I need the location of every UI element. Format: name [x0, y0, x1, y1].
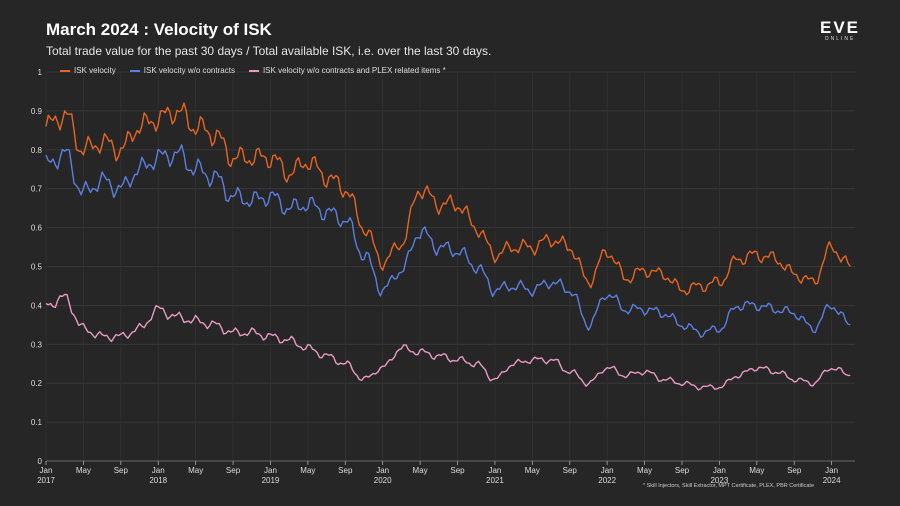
y-tick-label: 0.7 — [31, 185, 43, 194]
x-tick-label: 2022 — [598, 476, 616, 485]
legend-label: ISK velocity w/o contracts and PLEX rela… — [262, 66, 446, 75]
x-tick-label: May — [188, 466, 203, 475]
series-line-0 — [45, 102, 851, 296]
y-tick-label: 0.8 — [31, 146, 43, 155]
y-tick-label: 1 — [38, 68, 43, 77]
y-tick-label: 0.1 — [31, 418, 43, 427]
x-tick-label: Sep — [114, 466, 129, 475]
x-tick-label: 2024 — [823, 476, 841, 485]
x-tick-label: Jan — [376, 466, 389, 475]
legend-item-isk-velocity: ISK velocity — [60, 66, 116, 75]
chart-subtitle: Total trade value for the past 30 days /… — [46, 44, 492, 58]
x-tick-label: May — [525, 466, 540, 475]
x-tick-label: Sep — [787, 466, 802, 475]
y-tick-label: 0.3 — [31, 340, 43, 349]
legend-swatch — [129, 69, 140, 72]
x-tick-label: 2017 — [37, 476, 55, 485]
x-tick-label: May — [749, 466, 764, 475]
x-tick-label: May — [637, 466, 652, 475]
series-line-2 — [45, 293, 851, 391]
x-tick-label: Jan — [264, 466, 277, 475]
footnote: * Skill Injectors, Skill Extractor, MPT … — [642, 483, 814, 489]
x-tick-label: 2023 — [710, 476, 728, 485]
x-tick-label: Sep — [450, 466, 465, 475]
x-tick-label: Jan — [713, 466, 726, 475]
x-tick-label: 2020 — [374, 476, 392, 485]
series-line-1 — [45, 144, 851, 338]
logo-sub: ONLINE — [824, 36, 856, 42]
x-tick-label: Sep — [675, 466, 690, 475]
x-tick-label: May — [76, 466, 91, 475]
y-tick-label: 0.6 — [31, 224, 43, 233]
x-tick-label: Jan — [152, 466, 165, 475]
eve-online-logo: EVE ONLINE — [814, 18, 866, 42]
legend-swatch — [248, 69, 259, 72]
legend-item-without-contracts: ISK velocity w/o contracts — [129, 66, 235, 75]
x-tick-label: May — [300, 466, 315, 475]
y-axis-ticks: 0 0.1 0.2 0.3 0.4 0.5 0.6 0.7 0.8 0.9 1 — [31, 68, 43, 466]
legend-label: ISK velocity — [74, 66, 116, 75]
x-tick-label: Sep — [338, 466, 353, 475]
y-tick-label: 0.2 — [31, 379, 43, 388]
chart-title: March 2024 : Velocity of ISK — [46, 20, 272, 39]
x-tick-label: Sep — [563, 466, 578, 475]
legend-label: ISK velocity w/o contracts — [143, 66, 235, 75]
x-tick-label: Jan — [488, 466, 501, 475]
chart-legend: ISK velocity ISK velocity w/o contracts … — [60, 66, 446, 75]
x-tick-label: Jan — [825, 466, 838, 475]
logo-word: EVE — [819, 18, 861, 37]
x-tick-label: 2018 — [149, 476, 167, 485]
x-tick-label: Jan — [40, 466, 53, 475]
x-tick-label: Sep — [226, 466, 241, 475]
y-tick-label: 0.5 — [31, 263, 43, 272]
legend-swatch — [60, 69, 70, 72]
grid-lines — [45, 71, 855, 462]
y-tick-label: 0 — [38, 457, 43, 466]
y-tick-label: 0.9 — [31, 107, 43, 116]
series-lines — [45, 102, 851, 391]
legend-item-without-plex: ISK velocity w/o contracts and PLEX rela… — [248, 66, 446, 75]
x-tick-label: 2019 — [262, 476, 280, 485]
x-tick-label: May — [413, 466, 428, 475]
x-tick-label: Jan — [601, 466, 614, 475]
y-tick-label: 0.4 — [31, 301, 43, 310]
x-tick-label: 2021 — [486, 476, 504, 485]
